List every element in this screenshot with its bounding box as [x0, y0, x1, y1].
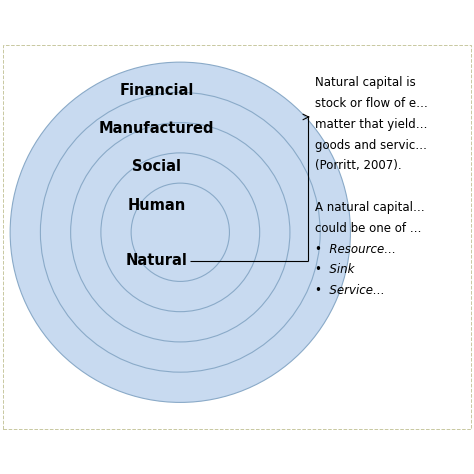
Circle shape	[131, 183, 229, 282]
Text: Natural: Natural	[126, 253, 188, 268]
Circle shape	[40, 92, 320, 372]
Circle shape	[71, 123, 290, 342]
Text: (Porritt, 2007).: (Porritt, 2007).	[315, 159, 401, 173]
Text: Manufactured: Manufactured	[99, 121, 214, 136]
Text: Human: Human	[128, 198, 186, 213]
Text: A natural capital…: A natural capital…	[315, 201, 424, 214]
Text: •  Sink: • Sink	[315, 264, 354, 276]
Text: matter that yield…: matter that yield…	[315, 118, 427, 131]
Text: •  Service…: • Service…	[315, 284, 384, 297]
Text: Financial: Financial	[119, 83, 194, 98]
Text: Social: Social	[132, 159, 181, 173]
Text: goods and servic…: goods and servic…	[315, 139, 427, 152]
Circle shape	[10, 62, 350, 402]
Text: could be one of …: could be one of …	[315, 222, 421, 235]
Text: stock or flow of e…: stock or flow of e…	[315, 97, 428, 110]
Text: •  Resource…: • Resource…	[315, 243, 395, 255]
Text: Natural capital is: Natural capital is	[315, 76, 415, 89]
Circle shape	[101, 153, 260, 312]
